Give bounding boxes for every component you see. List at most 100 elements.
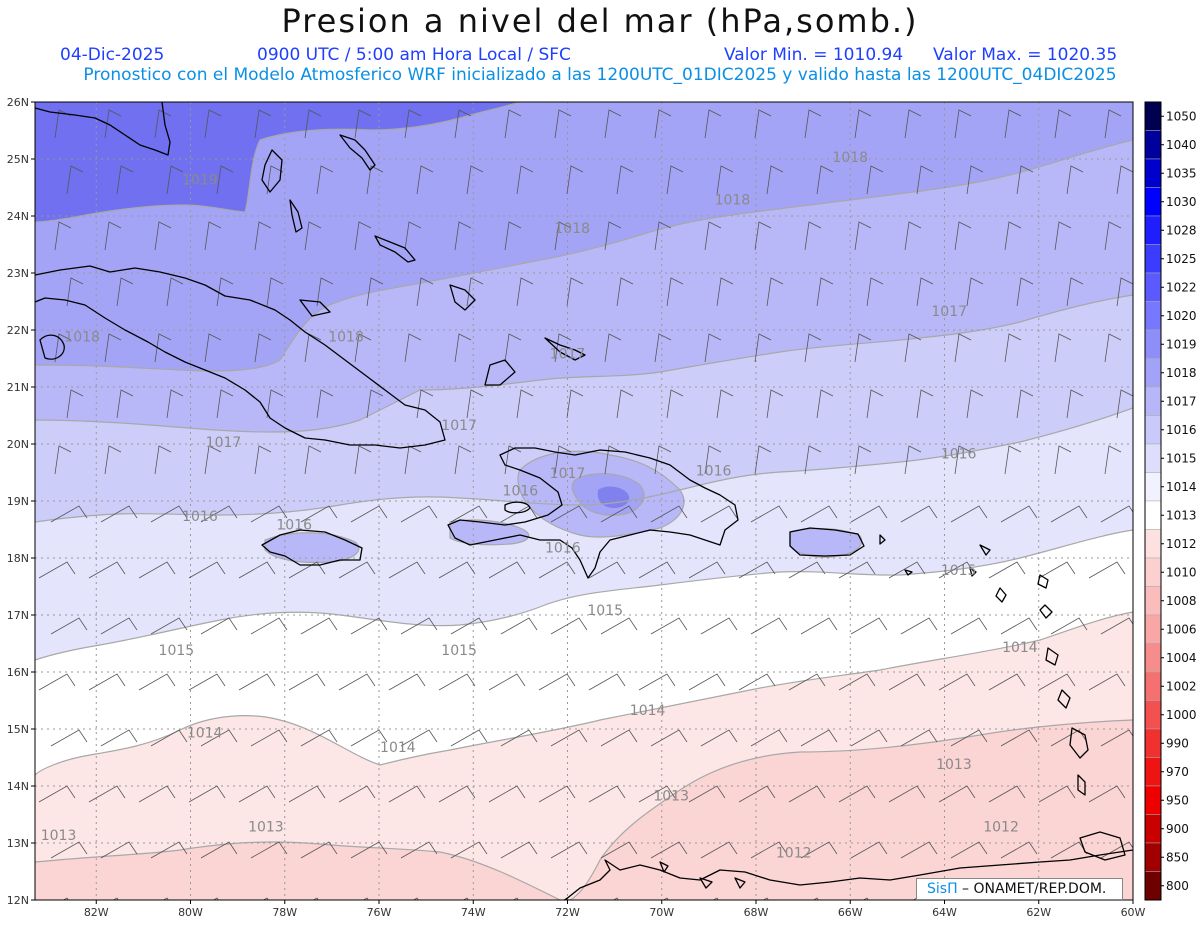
wind-barb: [488, 785, 526, 803]
wind-barb: [900, 841, 938, 859]
wind-barb: [700, 841, 738, 859]
wind-barb: [716, 389, 734, 419]
wind-barb: [316, 389, 334, 419]
wind-barb: [100, 505, 138, 523]
lon-label: 64W: [932, 906, 957, 919]
isobar-label: 1017: [441, 418, 477, 434]
wind-barb: [1054, 445, 1072, 475]
isobar-label: 1013: [653, 788, 689, 804]
band-1017-jamaica: [265, 532, 359, 563]
legend-swatch: [1144, 472, 1162, 502]
wind-barb: [788, 785, 826, 803]
wind-barb: [1016, 277, 1034, 307]
legend-label: 1019: [1166, 337, 1197, 351]
legend-swatch: [1144, 700, 1162, 730]
isobar-label: 1018: [554, 221, 590, 237]
wind-barb: [854, 109, 872, 139]
wind-barb: [288, 673, 326, 691]
coastlines: [35, 102, 1133, 900]
wind-barb: [800, 617, 838, 635]
model-info: Pronostico con el Modelo Atmosferico WRF…: [83, 65, 1117, 85]
wind-barb: [104, 109, 122, 139]
wind-barb: [188, 673, 226, 691]
wind-barb: [312, 897, 319, 900]
lat-label: 17N: [7, 609, 29, 622]
legend-swatch: [1144, 557, 1162, 587]
wind-barb: [150, 729, 188, 747]
wind-barb: [50, 505, 88, 523]
wind-barb: [1038, 561, 1076, 579]
wind-barb: [1050, 617, 1088, 635]
wind-barb: [538, 785, 576, 803]
wind-barb: [354, 221, 372, 251]
wind-barb: [888, 785, 926, 803]
wind-barb: [804, 445, 822, 475]
wind-barb: [1004, 221, 1022, 251]
wind-barb: [1000, 729, 1038, 747]
band-1016-puerto-rico: [790, 528, 862, 558]
wind-barb: [416, 165, 434, 195]
wind-barb: [950, 505, 988, 523]
wind-barb: [1088, 561, 1126, 579]
wind-barb: [104, 445, 122, 475]
isla-juventud: [39, 334, 65, 360]
wind-barb: [954, 109, 972, 139]
wind-barb: [238, 785, 276, 803]
isobar-label: 1017: [206, 435, 242, 451]
legend-label: 950: [1166, 793, 1189, 807]
wind-barb: [104, 221, 122, 251]
legend-swatch: [1144, 329, 1162, 359]
wind-barb: [154, 445, 172, 475]
wind-barb: [504, 333, 522, 363]
wind-barb: [462, 897, 469, 900]
legend-swatch: [1144, 272, 1162, 302]
wind-barb: [438, 561, 476, 579]
lon-label: 82W: [84, 906, 109, 919]
wind-barb: [238, 673, 276, 691]
wind-barb: [1100, 505, 1133, 523]
wind-barb: [600, 617, 638, 635]
lat-label: 26N: [7, 96, 29, 109]
wind-barb: [200, 841, 238, 859]
gonave-island: [504, 501, 531, 514]
wind-barb: [154, 333, 172, 363]
wind-barb: [154, 221, 172, 251]
wind-barb: [1088, 673, 1126, 691]
wind-barb: [500, 841, 538, 859]
wind-barb: [950, 841, 988, 859]
wind-barb: [366, 389, 384, 419]
wind-barb: [850, 617, 888, 635]
legend-label: 1025: [1166, 252, 1197, 266]
wind-barb: [1054, 221, 1072, 251]
wind-barb: [750, 729, 788, 747]
wind-barb: [966, 277, 984, 307]
wind-barb: [700, 617, 738, 635]
wind-barb: [700, 729, 738, 747]
wind-barb: [1104, 333, 1122, 363]
wind-barb: [38, 785, 76, 803]
wind-barb: [66, 165, 84, 195]
venezuela-coast: [564, 849, 1133, 900]
wind-barb: [638, 673, 676, 691]
wind-barb: [866, 277, 884, 307]
wind-barb: [1116, 165, 1133, 195]
wind-barb: [888, 561, 926, 579]
wind-barb: [516, 277, 534, 307]
wind-barb: [566, 277, 584, 307]
wind-barb: [616, 165, 634, 195]
legend-swatch: [1144, 415, 1162, 445]
wind-barb: [254, 109, 272, 139]
legend-label: 900: [1166, 822, 1189, 836]
legend-label: 1017: [1166, 394, 1197, 408]
wind-barb: [266, 277, 284, 307]
wind-barb: [404, 221, 422, 251]
wind-barb: [754, 109, 772, 139]
legend-label: 1020: [1166, 309, 1197, 323]
lat-label: 13N: [7, 837, 29, 850]
wind-barb: [1050, 505, 1088, 523]
wind-barb: [850, 729, 888, 747]
wind-barb: [254, 333, 272, 363]
wind-barb: [800, 841, 838, 859]
wind-barb: [1116, 277, 1133, 307]
legend-swatch: [1144, 671, 1162, 701]
